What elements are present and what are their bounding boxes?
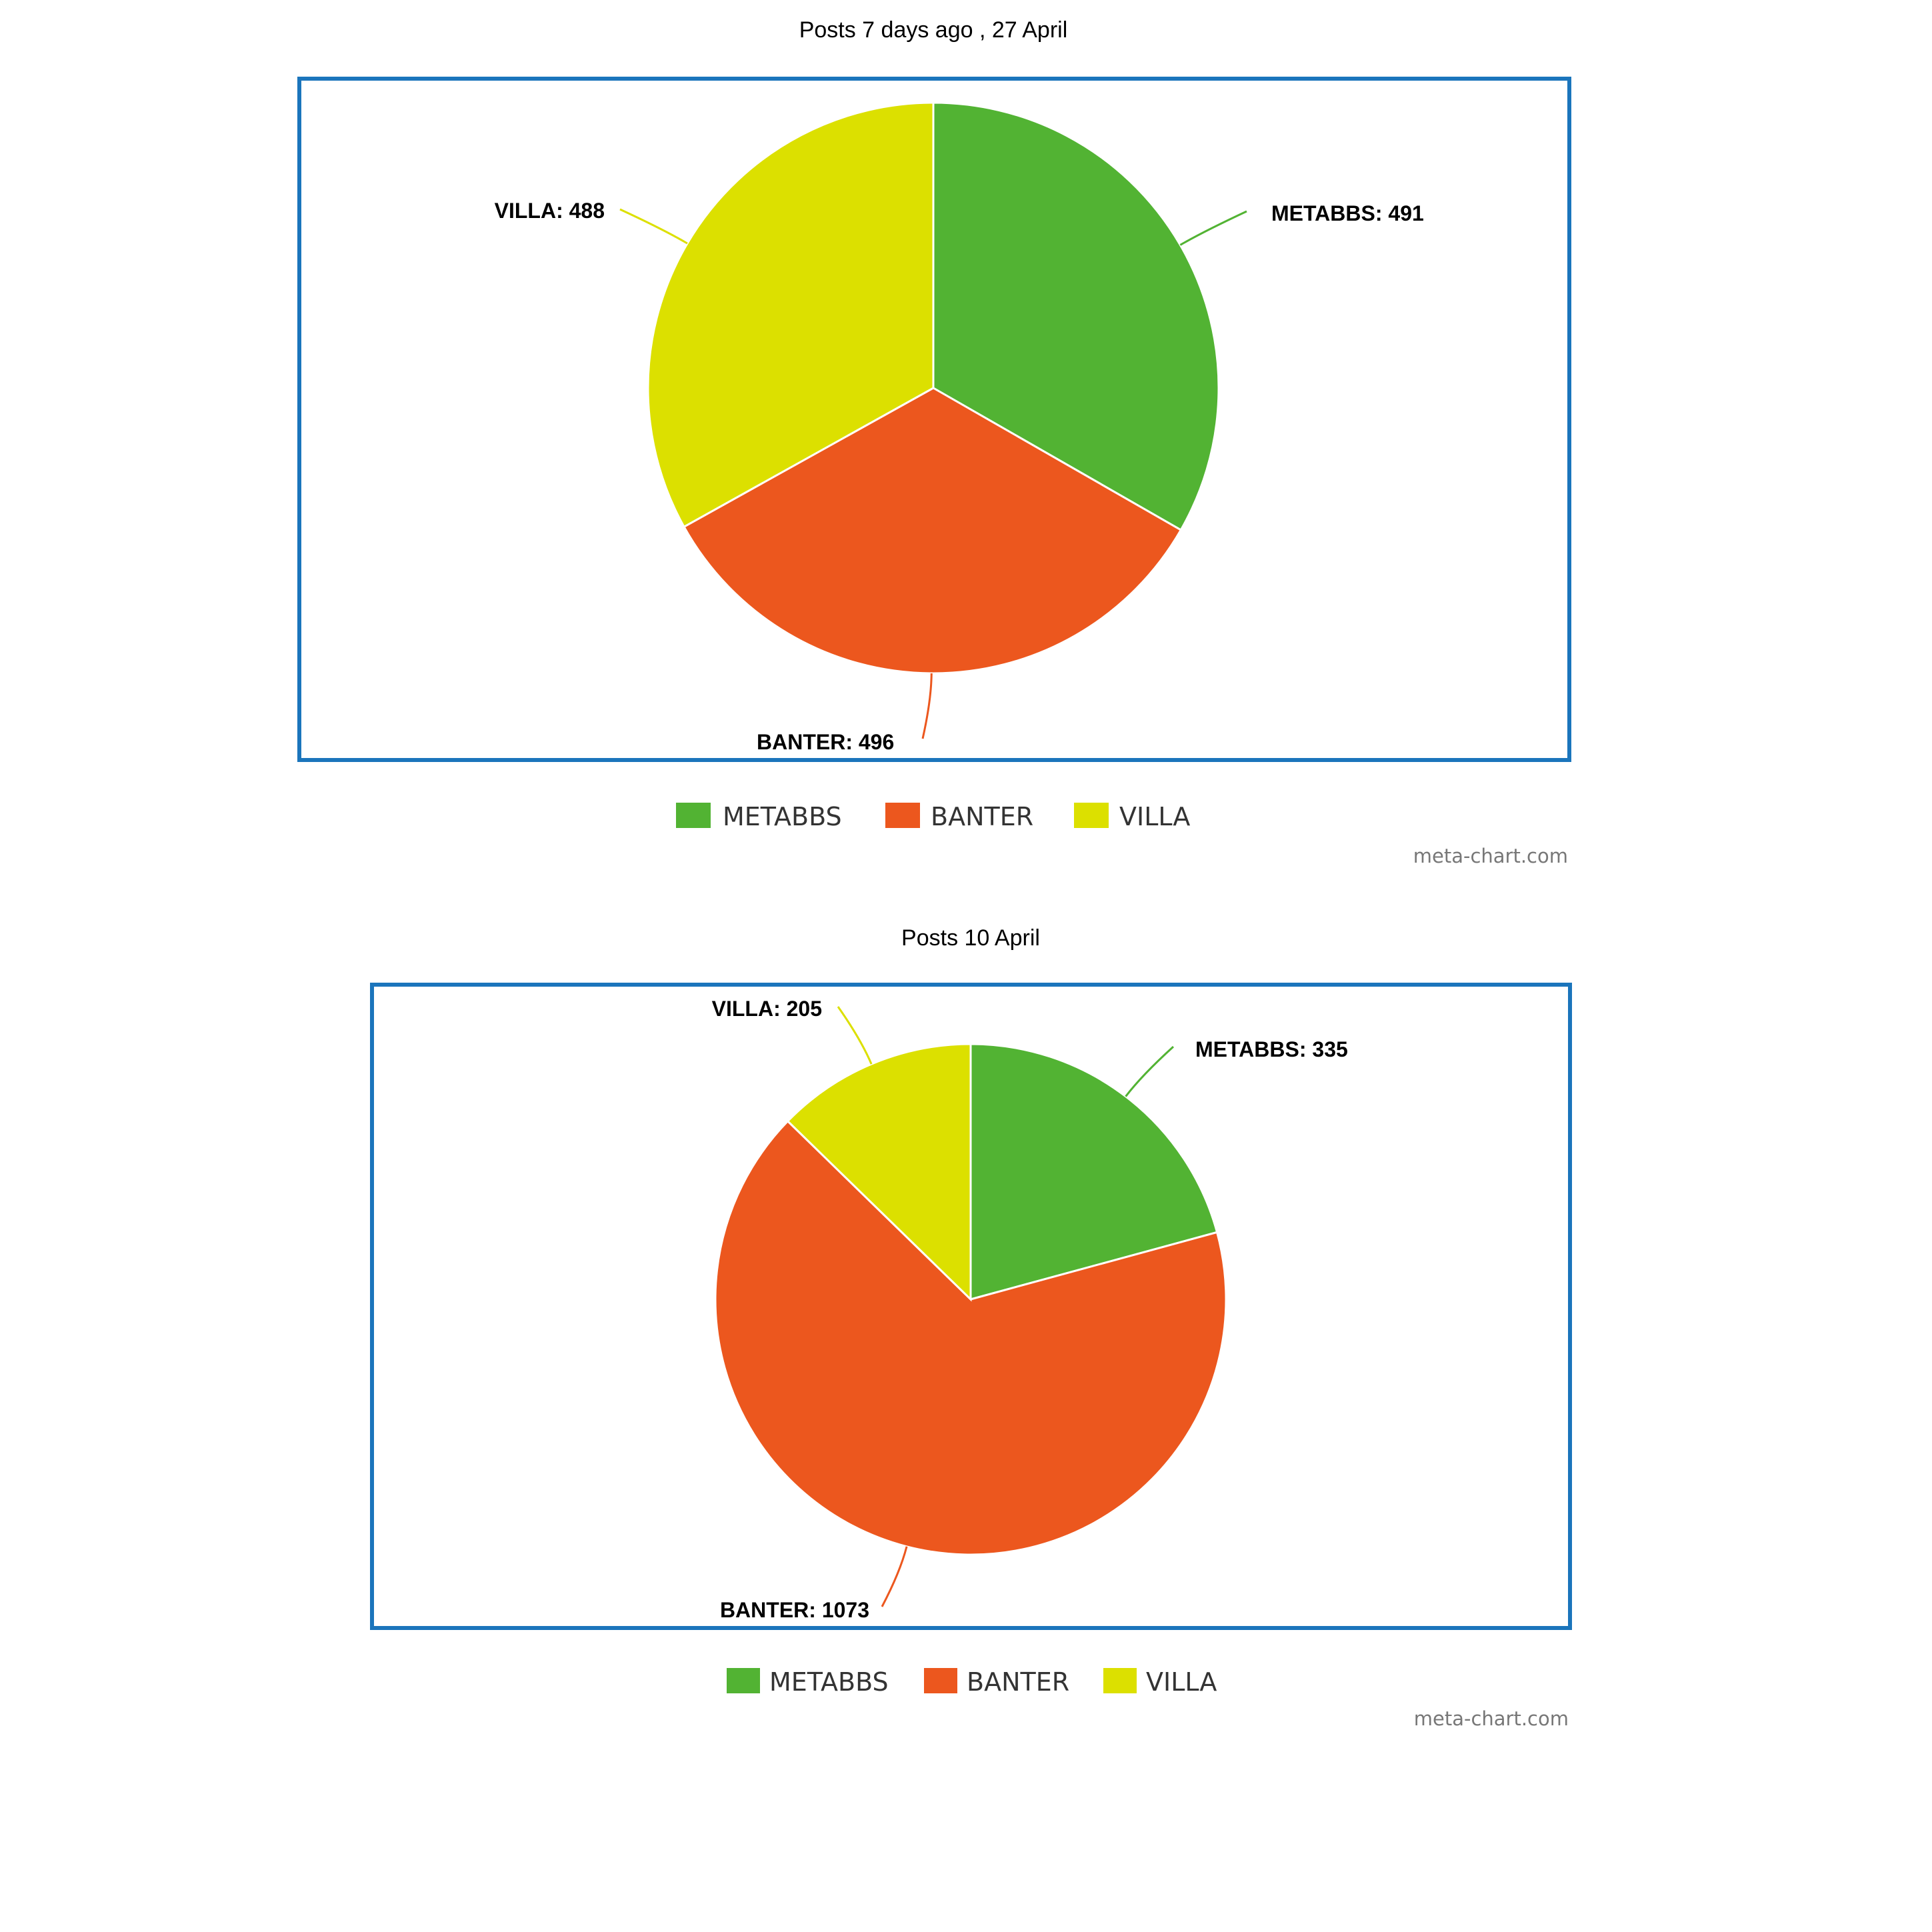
chart-2-legend: METABBS BANTER VILLA (727, 1667, 1217, 1697)
chart-2-leader-metabbs (1125, 1045, 1175, 1097)
chart-1-label-metabbs: METABBS: 491 (1271, 201, 1424, 225)
chart-1-label-banter: BANTER: 496 (757, 730, 894, 754)
chart-2-legend-banter: BANTER (967, 1667, 1069, 1697)
chart-1-leader-banter (921, 673, 933, 739)
chart-1-title: Posts 7 days ago , 27 April (799, 17, 1068, 43)
chart-1-legend-swatch-metabbs (676, 803, 711, 828)
chart-2-slice-banter[interactable] (714, 1119, 1227, 1556)
chart-1-frame (297, 77, 1571, 762)
chart-1-legend: METABBS BANTER VILLA (676, 802, 1190, 831)
chart-1-label-villa: VILLA: 488 (495, 199, 605, 223)
chart-1-legend-metabbs: METABBS (723, 802, 842, 831)
chart-1-leader-metabbs (1179, 210, 1247, 246)
chart-1-slice-banter[interactable] (682, 387, 1183, 675)
chart-2-leader-villa (837, 1006, 873, 1065)
chart-2: Posts 10 April METABBS: 335 BANTER: 1073… (370, 925, 1572, 1730)
chart-2-legend-villa: VILLA (1146, 1667, 1217, 1697)
chart-2-title: Posts 10 April (901, 925, 1040, 951)
chart-1-slices (647, 101, 1220, 675)
chart-2-label-banter: BANTER: 1073 (720, 1598, 869, 1622)
chart-1-leader-villa (619, 208, 688, 245)
chart-2-frame (370, 983, 1572, 1630)
chart-2-label-villa: VILLA: 205 (712, 997, 822, 1021)
chart-1-leader-lines (619, 208, 1247, 739)
chart-1-legend-villa: VILLA (1119, 802, 1190, 831)
chart-1-legend-swatch-villa (1074, 803, 1109, 828)
chart-1-legend-swatch-banter (885, 803, 920, 828)
chart-2-leader-lines (837, 1006, 1175, 1607)
chart-2-leader-banter (881, 1546, 908, 1607)
chart-2-credit: meta-chart.com (1414, 1707, 1569, 1730)
chart-2-legend-metabbs: METABBS (769, 1667, 889, 1697)
chart-2-slice-metabbs[interactable] (969, 1043, 1219, 1301)
chart-2-legend-swatch-banter (924, 1668, 957, 1693)
chart-2-slice-villa[interactable] (786, 1043, 972, 1302)
chart-1-legend-banter: BANTER (931, 802, 1033, 831)
chart-1-credit: meta-chart.com (1413, 845, 1568, 867)
chart-2-slices (714, 1043, 1227, 1556)
chart-2-legend-swatch-villa (1103, 1668, 1137, 1693)
chart-1: Posts 7 days ago , 27 April METABBS: 491… (297, 17, 1571, 867)
chart-2-legend-swatch-metabbs (727, 1668, 760, 1693)
chart-2-label-metabbs: METABBS: 335 (1195, 1037, 1348, 1061)
